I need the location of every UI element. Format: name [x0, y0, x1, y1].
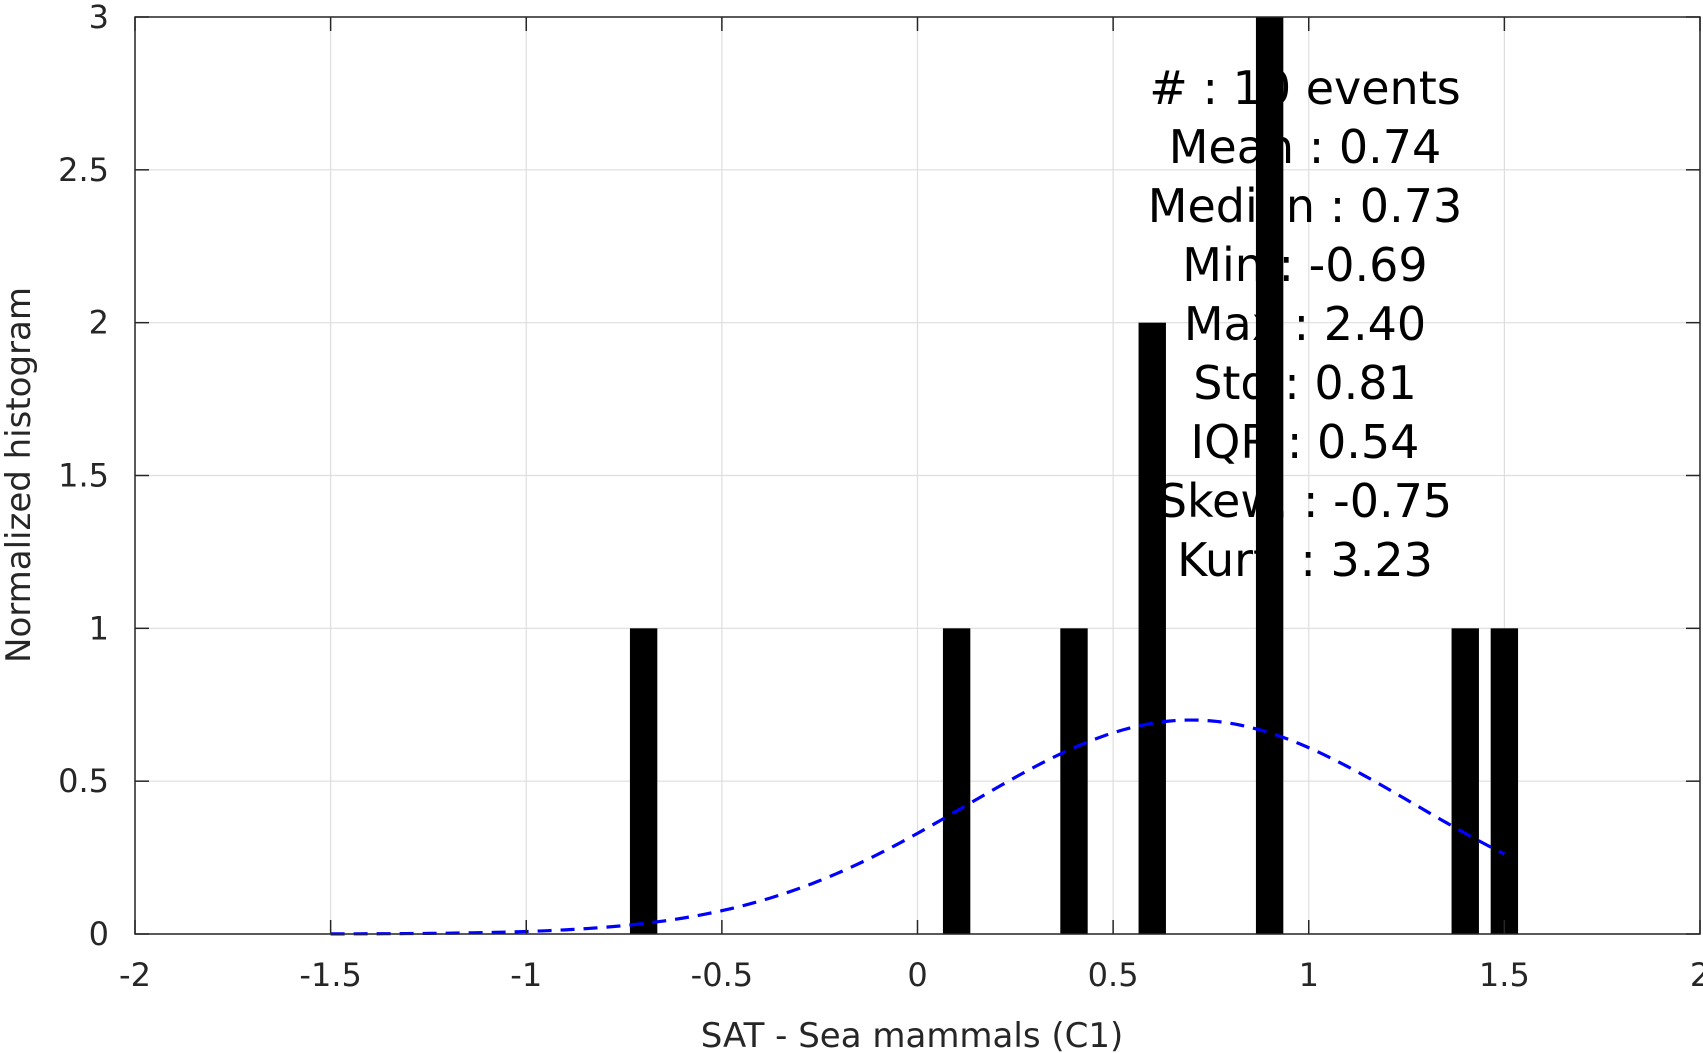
- stats-line: IQR : 0.54: [1191, 415, 1420, 469]
- histogram-bar: [1138, 322, 1166, 935]
- stats-label: Kurt.: [1177, 533, 1300, 587]
- y-tick-label: 2: [89, 304, 109, 342]
- stats-label: Min: [1182, 238, 1278, 292]
- x-tick-label: 2: [1690, 956, 1703, 994]
- x-tick-label: -0.5: [691, 956, 753, 994]
- x-tick-label: -2: [119, 956, 151, 994]
- stats-line: Max : 2.40: [1184, 297, 1426, 351]
- y-tick-label: 1: [89, 609, 109, 647]
- stats-value: : 3.23: [1300, 533, 1433, 587]
- stats-value: : 10 events: [1202, 61, 1460, 115]
- y-tick-label: 3: [89, 0, 109, 36]
- stats-label: Std: [1193, 356, 1284, 410]
- x-tick-label: 1: [1299, 956, 1319, 994]
- stats-line: Skew. : -0.75: [1158, 474, 1452, 528]
- histogram-bar: [629, 628, 658, 934]
- x-tick-label: -1.5: [299, 956, 361, 994]
- x-tick-label: 1.5: [1479, 956, 1530, 994]
- stats-value: : 0.74: [1309, 120, 1442, 174]
- stats-label: IQR: [1191, 415, 1287, 469]
- histogram-bar: [942, 628, 971, 934]
- x-axis-label: SAT - Sea mammals (C1): [701, 1016, 1124, 1053]
- stats-label: Max: [1184, 297, 1294, 351]
- stats-value: : 0.81: [1284, 356, 1417, 410]
- y-tick-label: 0: [89, 915, 109, 953]
- stats-value: : -0.75: [1303, 474, 1452, 528]
- x-tick-label: 0.5: [1088, 956, 1139, 994]
- histogram-bars: [629, 17, 1519, 935]
- stats-value: : -0.69: [1279, 238, 1428, 292]
- x-axis-ticks: -2 -1.5 -1 -0.5 0 0.5 1 1.5 2: [119, 17, 1703, 994]
- x-tick-label: -1: [510, 956, 542, 994]
- y-tick-label: 0.5: [58, 762, 109, 800]
- stats-line: Min : -0.69: [1182, 238, 1427, 292]
- histogram-bar: [1060, 628, 1088, 934]
- histogram-bar: [1451, 628, 1479, 934]
- histogram-bar: [1490, 628, 1519, 934]
- histogram-bar: [1255, 17, 1284, 934]
- stats-value: : 0.73: [1330, 179, 1463, 233]
- stats-label: Mean: [1169, 120, 1309, 174]
- y-axis-label: Normalized histogram: [0, 287, 39, 663]
- x-tick-label: 0: [907, 956, 927, 994]
- stats-value: : 2.40: [1294, 297, 1427, 351]
- stats-label: #: [1149, 61, 1202, 115]
- y-axis-ticks: 0 0.5 1 1.5 2 2.5 3: [58, 0, 1700, 953]
- stats-line: Std : 0.81: [1193, 356, 1417, 410]
- stats-line: # : 10 events: [1149, 61, 1460, 115]
- stats-label: Median: [1148, 179, 1330, 233]
- stats-line: Median : 0.73: [1148, 179, 1462, 233]
- stats-label: Skew.: [1158, 474, 1303, 528]
- y-tick-label: 2.5: [58, 151, 109, 189]
- stats-line: Kurt. : 3.23: [1177, 533, 1433, 587]
- stats-value: : 0.54: [1287, 415, 1420, 469]
- y-tick-label: 1.5: [58, 457, 109, 495]
- stats-line: Mean : 0.74: [1169, 120, 1442, 174]
